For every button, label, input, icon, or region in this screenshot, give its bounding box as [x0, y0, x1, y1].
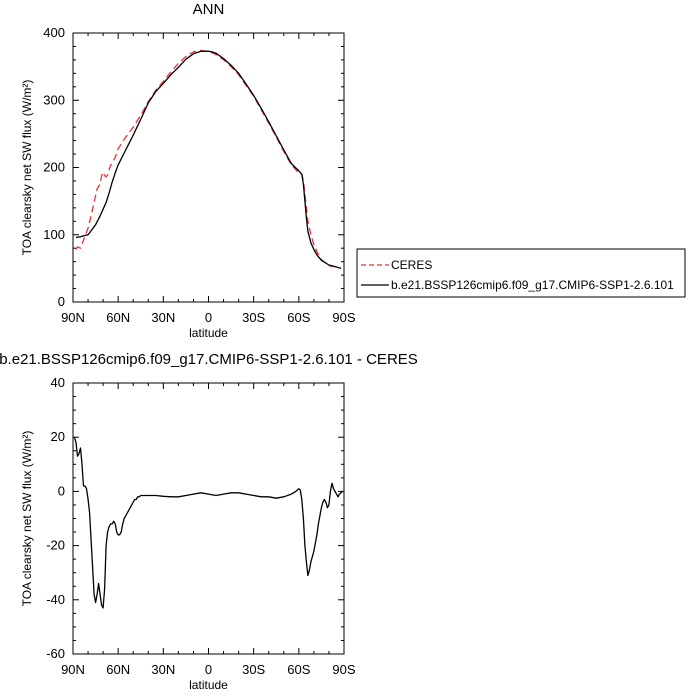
x-tick-label: 60N: [106, 662, 130, 677]
series-line-0: [73, 437, 343, 609]
x-tick-label: 30S: [242, 662, 265, 677]
y-tick-label: 0: [58, 483, 65, 498]
y-tick-label: 400: [43, 25, 65, 40]
x-tick-label: 90S: [332, 662, 355, 677]
y-tick-label: 20: [51, 429, 65, 444]
y-tick-label: -40: [46, 592, 65, 607]
top-panel: 0 100 200 300 400 90N 60N 30N 0 30S 60S 90S ANN latit…: [20, 1, 356, 340]
x-tick-label: 0: [205, 310, 212, 325]
series-line-1: [75, 50, 342, 270]
y-tick-label: -20: [46, 538, 65, 553]
x-tick-label: 60S: [287, 662, 310, 677]
x-axis-title: latitude: [189, 678, 228, 692]
y-tick-label: 100: [43, 227, 65, 242]
y-tick-label: 40: [51, 375, 65, 390]
x-tick-label: 60N: [106, 310, 130, 325]
x-tick-label: 60S: [287, 310, 310, 325]
plot-title: ANN: [193, 1, 225, 18]
y-tick-label: 0: [58, 294, 65, 309]
x-axis-title: latitude: [189, 326, 228, 340]
y-tick-label: -60: [46, 646, 65, 661]
x-tick-label: 90S: [332, 310, 355, 325]
y-tick-label: 300: [43, 92, 65, 107]
plot-title: b.e21.BSSP126cmip6.f09_g17.CMIP6-SSP1-2.…: [0, 351, 418, 368]
x-tick-label: 90N: [61, 662, 85, 677]
legend-label: b.e21.BSSP126cmip6.f09_g17.CMIP6-SSP1-2.…: [391, 278, 674, 292]
series-line-0: [75, 49, 342, 270]
y-tick-label: 200: [43, 160, 65, 175]
x-tick-label: 30N: [151, 662, 175, 677]
x-tick-label: 0: [205, 662, 212, 677]
legend-box: [356, 248, 686, 298]
x-tick-label: 30S: [242, 310, 265, 325]
y-axis-title: TOA clearsky net SW flux (W/m²): [20, 80, 34, 256]
bottom-panel: -60 -40 -20 0 20 40 90N 60N 30N 0 30S 60S 90S b.e21.B…: [0, 351, 418, 692]
y-axis-title: TOA clearsky net SW flux (W/m²): [20, 431, 34, 607]
x-tick-label: 90N: [61, 310, 85, 325]
legend: CERES b.e21.BSSP126cmip6.f09_g17.CMIP6-SS…: [356, 248, 686, 298]
plot-frame: [72, 32, 345, 303]
x-tick-label: 30N: [151, 310, 175, 325]
legend-label: CERES: [391, 258, 432, 272]
